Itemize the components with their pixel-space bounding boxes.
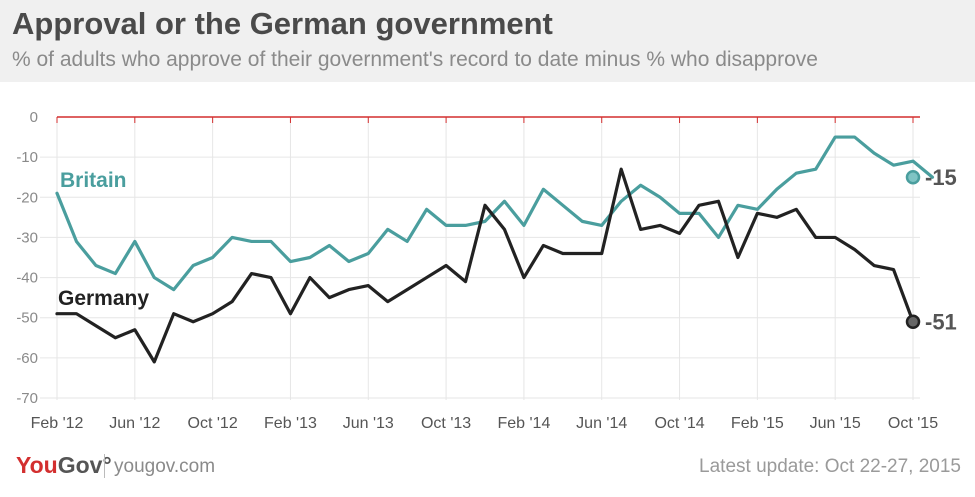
x-tick-label: Jun '14: [576, 415, 627, 432]
yougov-logo[interactable]: YouGov°: [16, 452, 112, 479]
x-tick-label: Feb '14: [497, 415, 550, 432]
chart-subtitle: % of adults who approve of their governm…: [12, 48, 818, 71]
x-tick-label: Oct '14: [654, 415, 704, 432]
end-point-britain: [905, 169, 921, 185]
logo-gov: Gov: [57, 452, 103, 478]
y-tick-label: -40: [16, 270, 38, 287]
y-tick-label: -60: [16, 350, 38, 367]
series-line-germany: [55, 167, 915, 364]
x-tick-label: Oct '15: [888, 415, 938, 432]
x-tick-label: Feb '15: [731, 415, 784, 432]
y-tick-label: -70: [16, 390, 38, 407]
x-tick-label: Oct '12: [188, 415, 238, 432]
latest-update: Latest update: Oct 22-27, 2015: [699, 456, 961, 477]
series-line-britain: [55, 135, 935, 292]
x-tick-label: Jun '12: [109, 415, 160, 432]
series-label-britain: Britain: [60, 169, 127, 192]
y-tick-label: -50: [16, 310, 38, 327]
footer-url[interactable]: yougov.com: [114, 456, 216, 477]
end-point-germany: [905, 314, 921, 329]
series-label-germany: Germany: [58, 287, 149, 310]
chart-title: Approval or the German government: [12, 6, 553, 41]
x-tick-label: Jun '13: [343, 415, 394, 432]
end-label-germany: -51: [925, 310, 957, 335]
x-tick-label: Feb '13: [264, 415, 317, 432]
footer-divider: [104, 454, 105, 478]
x-tick-label: Jun '15: [810, 415, 861, 432]
approval-line-chart: 0 -10 -20 -30 -40 -50 -60 -70 Feb '12 Jun '12 Oct …: [16, 109, 957, 432]
x-tick-label: Feb '12: [31, 415, 84, 432]
x-tick-label: Oct '13: [421, 415, 471, 432]
logo-you: You: [16, 452, 58, 478]
y-tick-label: 0: [30, 109, 38, 126]
y-tick-label: -20: [16, 189, 38, 206]
y-tick-label: -30: [16, 229, 38, 246]
end-label-britain: -15: [925, 165, 957, 190]
logo-mark: °: [102, 452, 112, 478]
y-tick-label: -10: [16, 149, 38, 166]
chart-header: Approval or the German government % of a…: [0, 0, 975, 82]
